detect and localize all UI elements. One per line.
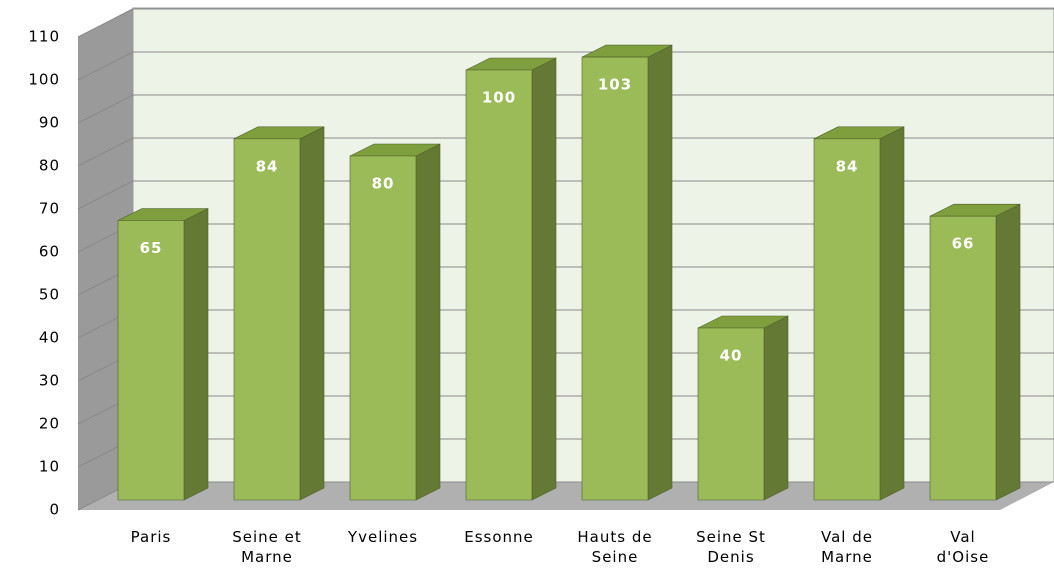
y-tick-label: 30: [39, 372, 60, 390]
bar: [465, 57, 557, 501]
y-tick-label: 100: [28, 71, 60, 89]
y-tick-label: 110: [28, 28, 60, 46]
data-label: 100: [482, 89, 516, 107]
bar-side: [183, 208, 209, 501]
data-label: 40: [720, 347, 743, 365]
bar: [233, 126, 325, 501]
bar: [813, 126, 905, 501]
bar-front: [117, 220, 185, 501]
x-tick-label: Seine St Denis: [696, 528, 766, 566]
bar-front: [233, 138, 301, 501]
bar-side: [763, 315, 789, 501]
x-tick-label: Val de Marne: [821, 528, 873, 566]
y-tick-label: 20: [39, 415, 60, 433]
bar-side: [531, 57, 557, 501]
bar: [581, 44, 673, 501]
bar: [349, 143, 441, 501]
x-tick-label: Paris: [130, 528, 172, 546]
x-tick-label: Seine et Marne: [232, 528, 302, 566]
x-tick-label: Hauts de Seine: [577, 528, 653, 566]
y-tick-label: 70: [39, 200, 60, 218]
data-label: 84: [256, 157, 279, 175]
bar-side: [299, 126, 325, 501]
grid-line: [77, 137, 1054, 167]
y-tick-label: 60: [39, 243, 60, 261]
y-tick-label: 90: [39, 114, 60, 132]
grid-line: [77, 94, 1054, 124]
bar-side: [879, 126, 905, 501]
bar: [117, 208, 209, 501]
y-tick-label: 0: [49, 501, 60, 519]
bar-front: [465, 69, 533, 501]
x-tick-label: Essonne: [464, 528, 534, 546]
grid-line: [77, 51, 1054, 81]
data-label: 80: [372, 175, 395, 193]
bar-front: [929, 215, 997, 501]
bar-side: [995, 203, 1021, 501]
x-tick-label: Val d'Oise: [936, 528, 990, 566]
bar: [929, 203, 1021, 501]
y-tick-label: 80: [39, 157, 60, 175]
grid-line: [77, 8, 1054, 38]
grid-line: [77, 180, 1054, 210]
y-tick-label: 10: [39, 458, 60, 476]
data-label: 84: [836, 157, 859, 175]
data-label: 103: [598, 76, 632, 94]
floor: [78, 482, 1054, 510]
bar-front: [813, 138, 881, 501]
data-label: 66: [952, 235, 975, 253]
bar-front: [349, 155, 417, 501]
y-tick-label: 40: [39, 329, 60, 347]
bar-side: [415, 143, 441, 501]
x-tick-label: Yvelines: [347, 528, 419, 546]
bar: [697, 315, 789, 501]
y-tick-label: 50: [39, 286, 60, 304]
bar-side: [647, 44, 673, 501]
data-label: 65: [140, 239, 163, 257]
bar-front: [697, 327, 765, 501]
bar-front: [581, 56, 649, 501]
